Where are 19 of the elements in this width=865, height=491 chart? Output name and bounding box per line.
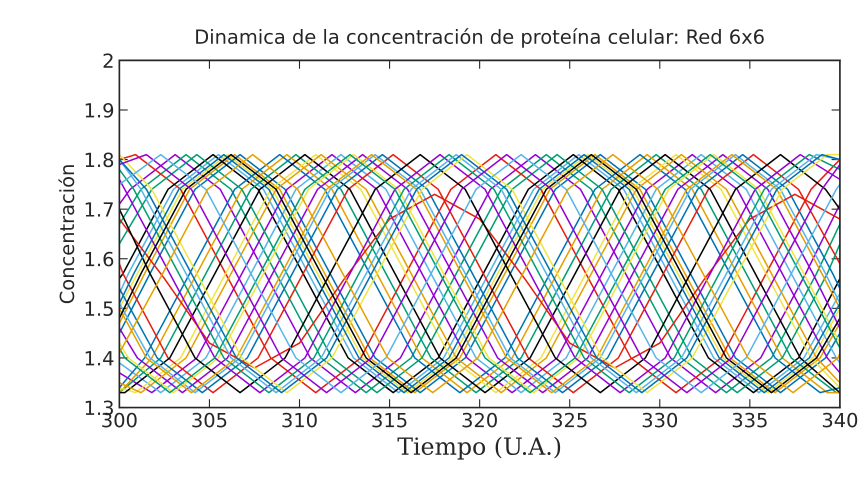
y-tick-label: 1.4 — [86, 351, 114, 366]
x-tick-label: 305 — [192, 412, 226, 428]
y-axis-title: Concentración — [58, 165, 74, 304]
x-tick-label: 315 — [372, 412, 406, 428]
y-tick-label: 1.6 — [86, 252, 114, 266]
x-axis-title: Tiempo (U.A.) — [398, 436, 560, 460]
x-tick-label: 330 — [642, 412, 678, 428]
x-tick-label: 320 — [462, 412, 497, 428]
x-tick-label: 340 — [822, 412, 858, 428]
x-tick-label: 325 — [552, 412, 587, 428]
y-tick-label: 2 — [104, 53, 113, 68]
line-series — [119, 154, 840, 394]
x-tick-label: 335 — [732, 412, 767, 428]
y-tick-label: 1.9 — [86, 102, 114, 118]
x-tick-label: 310 — [282, 412, 317, 428]
y-tick-label: 1.8 — [86, 152, 114, 168]
chart-title: Dinamica de la concentración de proteína celular: Red 6x6 — [196, 28, 764, 48]
y-tick-label: 1.7 — [86, 202, 113, 217]
y-tick-label: 1.5 — [86, 302, 113, 316]
